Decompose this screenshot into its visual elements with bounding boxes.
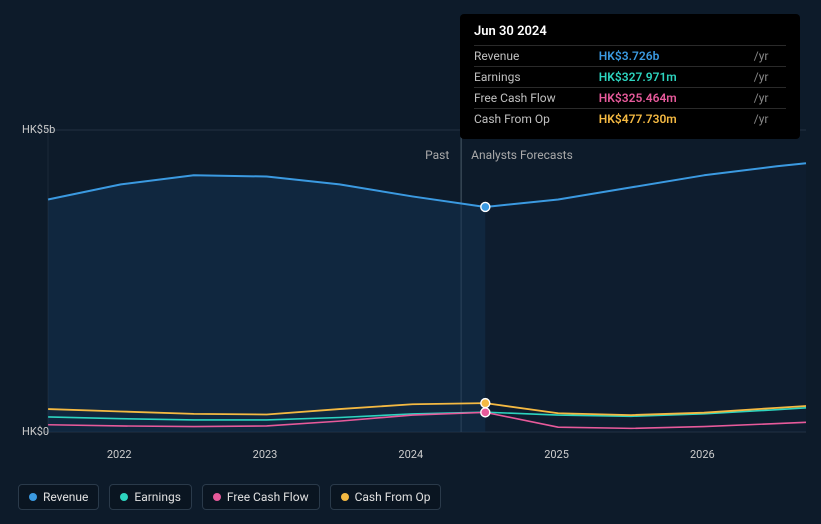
- chart-tooltip: Jun 30 2024 RevenueHK$3.726b/yrEarningsH…: [460, 14, 800, 139]
- financials-chart: HK$0 HK$5b 2022 2023 2024 2025 2026 Jun 30 20…: [0, 0, 821, 524]
- legend-dot-icon: [29, 493, 37, 501]
- tooltip-row-unit: /yr: [750, 67, 786, 88]
- revenue-area-forecast: [485, 163, 806, 432]
- legend-item-revenue[interactable]: Revenue: [18, 484, 99, 510]
- tooltip-row-value: HK$325.464m: [599, 88, 750, 109]
- tooltip-row-unit: /yr: [750, 46, 786, 67]
- y-axis-label: HK$5b: [22, 123, 55, 136]
- tooltip-row-fcf: Free Cash FlowHK$325.464m/yr: [474, 88, 786, 109]
- revenue-marker: [481, 202, 490, 211]
- tooltip-row-unit: /yr: [750, 88, 786, 109]
- legend-item-label: Revenue: [43, 490, 88, 504]
- section-label-forecast: Analysts Forecasts: [471, 148, 573, 162]
- tooltip-row-revenue: RevenueHK$3.726b/yr: [474, 46, 786, 67]
- tooltip-row-value: HK$327.971m: [599, 67, 750, 88]
- y-axis-label: HK$0: [22, 425, 49, 438]
- legend-item-label: Earnings: [134, 490, 181, 504]
- tooltip-row-cfo: Cash From OpHK$477.730m/yr: [474, 109, 786, 130]
- tooltip-row-label: Cash From Op: [474, 109, 599, 130]
- x-axis-label: 2022: [107, 448, 132, 461]
- tooltip-table: RevenueHK$3.726b/yrEarningsHK$327.971m/y…: [474, 45, 786, 129]
- legend-item-earnings[interactable]: Earnings: [109, 484, 192, 510]
- legend-item-label: Cash From Op: [355, 490, 431, 504]
- tooltip-row-value: HK$3.726b: [599, 46, 750, 67]
- x-axis-label: 2025: [544, 448, 569, 461]
- section-label-past: Past: [425, 148, 449, 162]
- legend-item-cfo[interactable]: Cash From Op: [330, 484, 442, 510]
- legend-dot-icon: [213, 493, 221, 501]
- tooltip-row-unit: /yr: [750, 109, 786, 130]
- legend-dot-icon: [120, 493, 128, 501]
- cfo-marker: [481, 399, 490, 408]
- chart-legend: Revenue Earnings Free Cash Flow Cash From O…: [18, 484, 441, 510]
- fcf-marker: [481, 408, 490, 417]
- legend-item-fcf[interactable]: Free Cash Flow: [202, 484, 320, 510]
- tooltip-row-label: Revenue: [474, 46, 599, 67]
- tooltip-row-value: HK$477.730m: [599, 109, 750, 130]
- tooltip-row-label: Free Cash Flow: [474, 88, 599, 109]
- legend-dot-icon: [341, 493, 349, 501]
- x-axis-label: 2026: [690, 448, 715, 461]
- x-axis-label: 2024: [398, 448, 423, 461]
- tooltip-title: Jun 30 2024: [474, 24, 786, 45]
- tooltip-row-earnings: EarningsHK$327.971m/yr: [474, 67, 786, 88]
- legend-item-label: Free Cash Flow: [227, 490, 309, 504]
- revenue-area-past: [48, 175, 485, 432]
- tooltip-row-label: Earnings: [474, 67, 599, 88]
- x-axis-label: 2023: [253, 448, 278, 461]
